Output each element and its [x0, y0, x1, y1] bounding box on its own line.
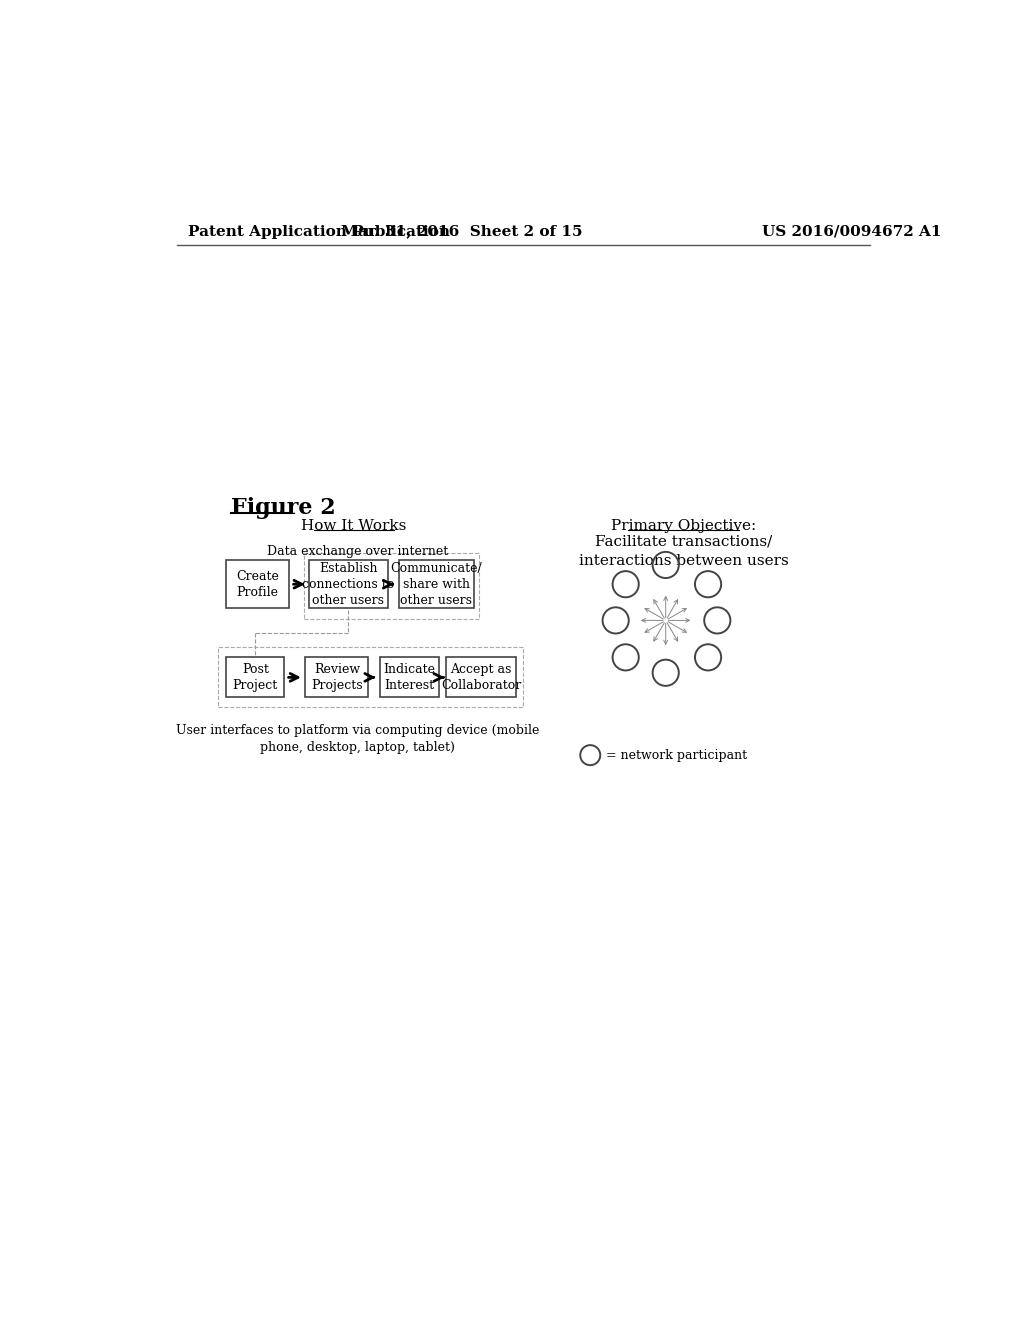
Bar	[226, 561, 289, 609]
Text: Mar. 31, 2016  Sheet 2 of 15: Mar. 31, 2016 Sheet 2 of 15	[341, 224, 583, 239]
Bar	[398, 561, 474, 609]
Text: How It Works: How It Works	[301, 519, 407, 533]
Text: = network participant: = network participant	[605, 748, 746, 762]
Text: Facilitate transactions/
interactions between users: Facilitate transactions/ interactions be…	[579, 535, 788, 568]
Text: Accept as
Collaborator: Accept as Collaborator	[440, 663, 521, 692]
Bar	[304, 553, 478, 619]
Bar	[226, 657, 285, 697]
Bar	[380, 657, 438, 697]
Text: Primary Objective:: Primary Objective:	[610, 519, 756, 533]
Bar	[305, 657, 369, 697]
Text: Indicate
Interest: Indicate Interest	[383, 663, 435, 692]
Bar	[446, 657, 515, 697]
Text: Data exchange over internet: Data exchange over internet	[267, 545, 449, 558]
Text: Post
Project: Post Project	[232, 663, 278, 692]
Text: Communicate/
share with
other users: Communicate/ share with other users	[390, 562, 482, 607]
Text: Figure 2: Figure 2	[230, 498, 336, 519]
Bar	[217, 647, 523, 706]
Text: Establish
connections to
other users: Establish connections to other users	[302, 562, 394, 607]
Text: Review
Projects: Review Projects	[311, 663, 362, 692]
Text: Patent Application Publication: Patent Application Publication	[188, 224, 451, 239]
Bar	[309, 561, 388, 609]
Text: User interfaces to platform via computing device (mobile
phone, desktop, laptop,: User interfaces to platform via computin…	[176, 725, 540, 754]
Text: Create
Profile: Create Profile	[237, 570, 280, 599]
Text: US 2016/0094672 A1: US 2016/0094672 A1	[762, 224, 941, 239]
